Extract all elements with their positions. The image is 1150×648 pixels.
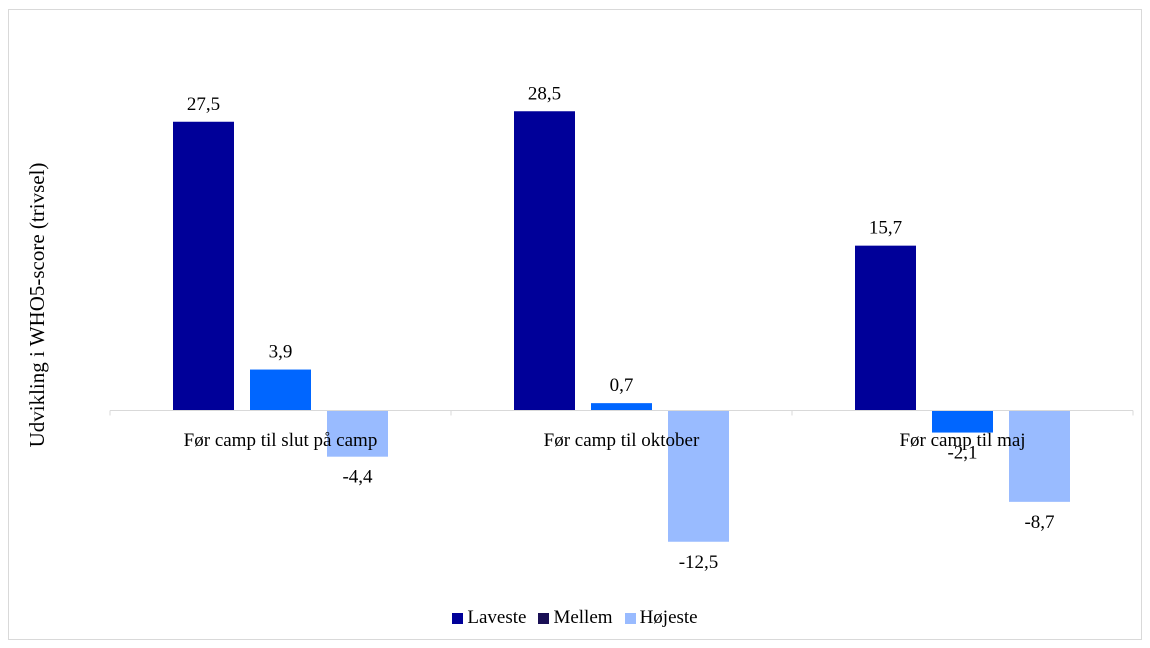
bar-højeste-2: [668, 410, 729, 542]
category-label: Før camp til oktober: [544, 430, 700, 451]
data-label: -8,7: [1024, 512, 1054, 533]
legend-item-laveste: Laveste: [452, 606, 526, 630]
category-label: Før camp til slut på camp: [184, 430, 378, 451]
bar-mellem-1: [250, 369, 311, 411]
data-label: -2,1: [947, 443, 977, 464]
bar-højeste-1: [327, 410, 388, 457]
bar-mellem-2: [591, 403, 652, 411]
data-label: 0,7: [610, 375, 634, 396]
legend-swatch: [452, 612, 464, 624]
legend-swatch: [624, 612, 636, 624]
bar-højeste-3: [1009, 410, 1070, 502]
legend-item-højeste: Højeste: [624, 606, 698, 630]
data-label: 15,7: [869, 218, 902, 239]
legend-label: Højeste: [639, 607, 698, 628]
category-label: Før camp til maj: [899, 430, 1025, 451]
data-label: 28,5: [528, 83, 561, 104]
legend-swatch: [538, 612, 550, 624]
data-label: -4,4: [342, 467, 373, 488]
chart-frame: [8, 9, 1142, 640]
bar-laveste-2: [514, 111, 575, 411]
bar-laveste-3: [855, 245, 916, 411]
legend: Laveste Mellem Højeste: [0, 606, 1150, 631]
data-label: 3,9: [269, 342, 293, 363]
y-axis-title: Udvikling i WHO5-score (trivsel): [25, 163, 49, 448]
legend-item-mellem: Mellem: [538, 606, 613, 630]
legend-label: Laveste: [467, 607, 527, 628]
bar-laveste-1: [173, 121, 234, 411]
bar-mellem-3: [932, 410, 993, 433]
data-label: 27,5: [187, 94, 220, 115]
legend-label: Mellem: [553, 607, 613, 628]
data-label: -12,5: [679, 552, 719, 573]
